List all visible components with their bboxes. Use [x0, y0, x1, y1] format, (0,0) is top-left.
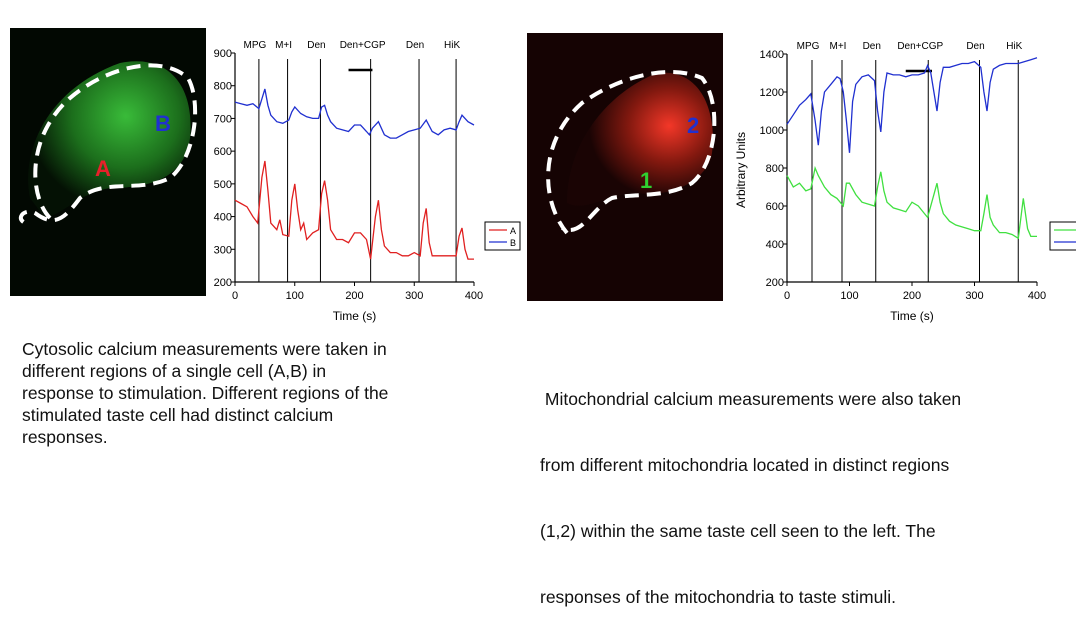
- legend-box: [484, 221, 521, 251]
- y-tick-label: 400: [766, 239, 784, 251]
- region-label-1: 1: [640, 168, 652, 193]
- caption-line: different regions of a single cell (A,B)…: [22, 361, 327, 381]
- cytosolic-calcium-chart: 0 100 200 300 400 200 300 400 500 600 700 800 900 Tim…: [214, 40, 521, 323]
- legend-label: A: [510, 226, 516, 236]
- x-axis-label: Time (s): [890, 309, 934, 323]
- stimulus-label: Den: [307, 40, 325, 51]
- region-label-a: A: [95, 156, 111, 181]
- caption-line: Cytosolic calcium measurements were take…: [22, 339, 387, 359]
- mitochondrial-calcium-chart: 0 100 200 300 400 200 400 600 800 1000 1200 1400 Tim…: [734, 41, 1076, 323]
- y-tick-label: 800: [766, 163, 784, 175]
- y-tick-label: 400: [214, 212, 232, 224]
- stimulus-label: MPG: [797, 41, 820, 52]
- caption-line: stimulated taste cell had distinct calci…: [22, 405, 334, 425]
- x-tick-label: 400: [1028, 290, 1046, 302]
- y-tick-label: 700: [214, 113, 232, 125]
- y-tick-label: 1000: [760, 125, 784, 137]
- legend-label: B: [510, 238, 516, 248]
- y-tick-label: 1200: [760, 87, 784, 99]
- stimulus-label: Den: [863, 41, 881, 52]
- mitochondrial-calcium-image: 1 2: [527, 33, 723, 301]
- series-line-2: [786, 57, 1038, 153]
- series-line-A: [234, 160, 474, 260]
- stimulus-label: M+I: [830, 41, 847, 52]
- stimulus-label: MPG: [244, 40, 267, 51]
- region-label-2: 2: [687, 113, 699, 138]
- legend-box: [1049, 221, 1076, 251]
- stimulus-label: HiK: [1006, 41, 1022, 52]
- series-line-1: [786, 165, 1037, 240]
- y-tick-label: 600: [766, 201, 784, 213]
- x-tick-label: 300: [405, 290, 423, 302]
- caption-line: Mitochondrial calcium measurements were …: [540, 389, 962, 409]
- y-tick-label: 800: [214, 81, 232, 93]
- y-tick-label: 1400: [760, 49, 784, 61]
- y-tick-label: 600: [214, 146, 232, 158]
- y-axis-label: Arbitrary Units: [734, 132, 748, 208]
- series-line-B: [234, 88, 475, 139]
- right-caption: Mitochondrial calcium measurements were …: [540, 344, 1070, 630]
- y-tick-label: 200: [766, 277, 784, 289]
- stimulus-label: M+I: [275, 40, 292, 51]
- x-tick-label: 0: [232, 290, 238, 302]
- cytosolic-calcium-image: A B: [10, 28, 206, 296]
- caption-line: responses of the mitochondria to taste s…: [540, 587, 897, 607]
- y-tick-label: 300: [214, 244, 232, 256]
- caption-line: response to stimulation. Different regio…: [22, 383, 389, 403]
- y-tick-label: 200: [214, 277, 232, 289]
- stimulus-label: Den+CGP: [340, 40, 386, 51]
- y-tick-label: 900: [214, 48, 232, 60]
- y-tick-label: 500: [214, 179, 232, 191]
- stimulus-label: Den: [966, 41, 984, 52]
- stimulus-label: Den+CGP: [897, 41, 943, 52]
- caption-line: (1,2) within the same taste cell seen to…: [540, 521, 936, 541]
- region-label-b: B: [155, 111, 171, 136]
- caption-line: from different mitochondria located in d…: [540, 455, 950, 475]
- x-tick-label: 200: [345, 290, 363, 302]
- x-axis-label: Time (s): [333, 309, 377, 323]
- x-tick-label: 400: [465, 290, 483, 302]
- stimulus-label: Den: [406, 40, 424, 51]
- left-caption: Cytosolic calcium measurements were take…: [22, 338, 492, 448]
- x-tick-label: 100: [840, 290, 858, 302]
- stimulus-label: HiK: [444, 40, 460, 51]
- x-tick-label: 0: [784, 290, 790, 302]
- x-tick-label: 200: [903, 290, 921, 302]
- x-tick-label: 100: [286, 290, 304, 302]
- caption-line: responses.: [22, 427, 108, 447]
- x-tick-label: 300: [965, 290, 983, 302]
